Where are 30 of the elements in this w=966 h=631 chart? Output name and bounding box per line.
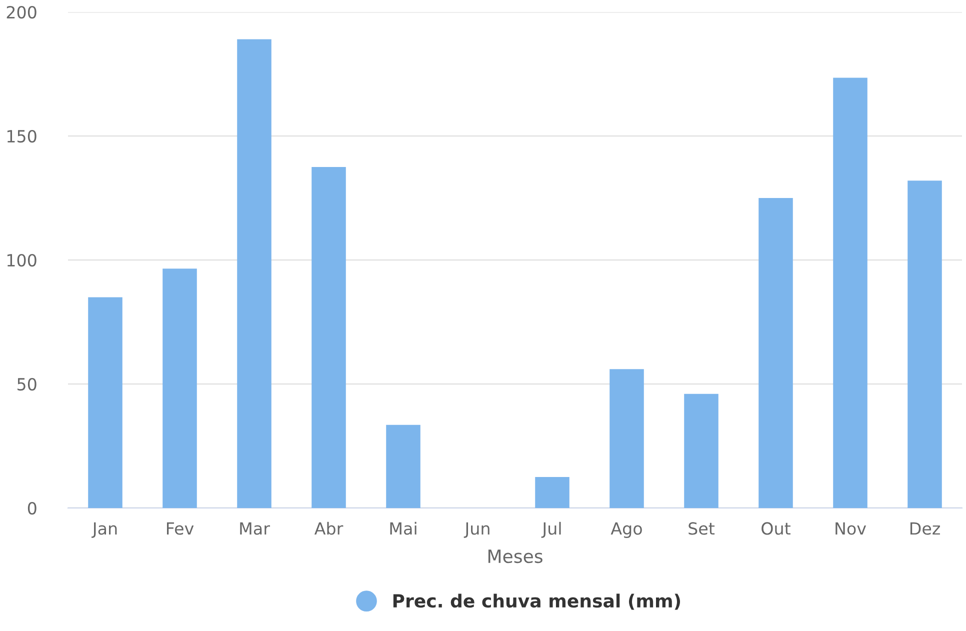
bar: [162, 268, 197, 508]
x-tick-label: Dez: [910, 522, 940, 535]
bar: [908, 180, 942, 508]
y-tick-label: 100: [7, 254, 36, 267]
x-tick-label: Jan: [92, 522, 117, 538]
bar: [386, 424, 420, 508]
x-tick-label: Out: [762, 522, 790, 535]
x-tick-label: Nov: [836, 522, 866, 535]
y-tick-label: 150: [7, 130, 36, 143]
bar: [758, 198, 793, 508]
y-tick-label: 0: [28, 502, 36, 515]
x-tick-label: Jun: [464, 522, 490, 538]
bar: [535, 477, 570, 508]
bar: [312, 167, 346, 508]
y-tick-label: 200: [6, 6, 36, 19]
y-tick-label: 50: [18, 378, 36, 391]
x-tick-label: Mar: [240, 522, 270, 535]
x-axis-title: Meses: [488, 550, 542, 564]
x-tick-label: Set: [688, 522, 715, 535]
bar: [610, 369, 644, 508]
bar: [88, 297, 122, 508]
bar: [833, 78, 868, 508]
x-tick-label: Jul: [541, 522, 561, 538]
x-tick-label: Abr: [314, 522, 344, 535]
legend-label: Prec. de chuva mensal (mm): [393, 594, 680, 610]
bar: [684, 394, 718, 508]
x-tick-label: Mai: [390, 522, 416, 535]
x-tick-label: Fev: [166, 522, 194, 535]
x-tick-label: Ago: [610, 522, 642, 538]
bar: [237, 39, 272, 508]
